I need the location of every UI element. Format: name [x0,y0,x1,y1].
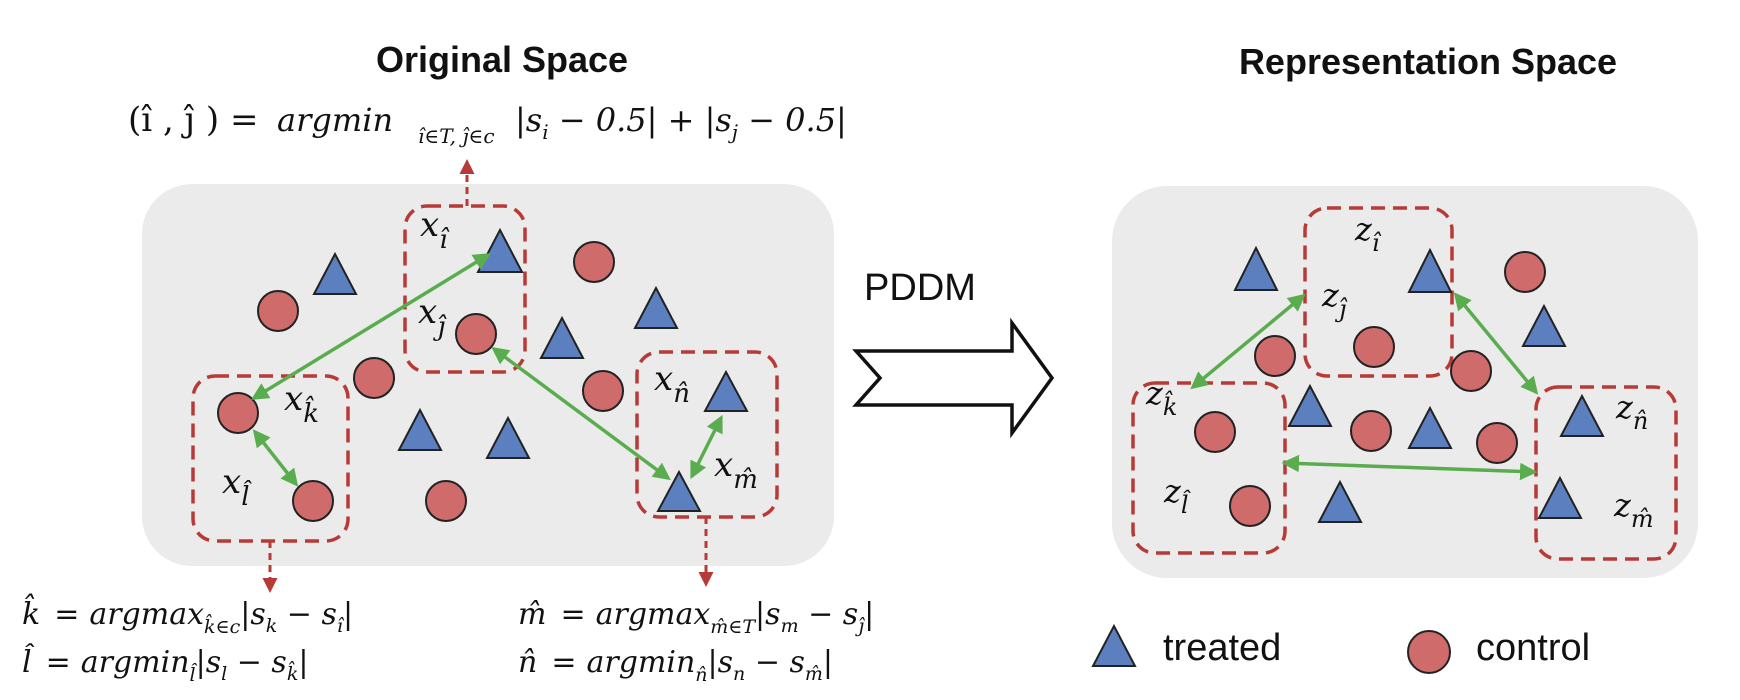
control-marker [1350,410,1392,452]
treated-marker [1233,245,1279,291]
control-marker [455,313,497,355]
treated-marker [703,369,749,412]
control-marker [1476,422,1518,464]
label-z-k: zk̂ [1145,374,1177,421]
control-marker [217,392,259,434]
control-marker [353,357,395,399]
label-z-n: zn̂ [1615,388,1648,435]
formula-top-sub: î∈T, ĵ∈c [418,124,495,148]
control-marker [1450,350,1492,392]
control-marker [1194,411,1236,453]
pair-arrow-rep-l-m [1281,454,1538,481]
formula-l: l̂ = argminl̂|sl − sk̂| [22,643,308,686]
label-x-k: xk̂ [284,379,319,429]
control-marker [425,480,467,522]
formula-top: (î , ĵ ) = argmin î∈T, ĵ∈c |si − 0.5| + … [128,100,847,148]
label-z-i: zî [1354,210,1382,257]
pddm-label: PDDM [864,267,976,309]
legend-treated-label: treated [1163,627,1281,669]
legend-treated-icon [1091,623,1137,667]
control-marker [1229,485,1271,527]
formula-top-lhs: (î , ĵ ) = [128,100,258,140]
legend: treated control [1091,623,1590,674]
formula-n: n̂ = argminn̂|sn − sm̂| [518,645,833,686]
treated-marker [397,407,443,451]
legend-control-icon [1407,630,1451,674]
label-z-j: zĵ [1321,276,1348,323]
control-marker [573,241,615,283]
control-marker [1254,335,1296,377]
control-marker [257,290,299,332]
label-z-l: zl̂ [1163,472,1192,519]
treated-marker [1559,393,1605,437]
pddm-arrow-icon [852,317,1055,439]
pair-arrow-k-l [252,429,299,487]
control-marker [582,370,624,412]
pair-arrow-j-m [491,346,671,481]
treated-marker [633,285,679,329]
pair-arrow-rep-j-n [1453,292,1539,395]
label-x-i: xî [420,205,450,255]
legend-control-label: control [1476,627,1590,669]
left-title: Original Space [376,39,628,80]
treated-marker [1537,475,1583,519]
label-z-m: zm̂ [1613,486,1654,533]
label-x-n: xn̂ [654,359,690,409]
formula-top-func: argmin [277,101,393,139]
treated-marker [1407,405,1453,449]
control-marker [292,480,334,522]
treated-marker [656,469,702,512]
treated-marker [1287,383,1333,427]
formula-k: k̂ = argmaxk̂∈c|sk − sî| [22,593,353,638]
formula-m: m̂ = argmaxm̂∈T|sm − sĵ| [518,597,874,638]
right-title: Representation Space [1239,41,1617,82]
control-marker [1353,326,1395,368]
formula-top-rhs: |si − 0.5| + |sj − 0.5| [515,101,847,144]
label-x-m: xm̂ [714,445,758,495]
pair-arrow-rep-i-k [1190,293,1306,390]
pair-arrow-i-k [251,253,491,400]
label-x-l: xl̂ [222,462,253,512]
pair-arrow-n-m [690,414,723,480]
control-marker [1504,251,1546,293]
treated-marker [1407,247,1453,293]
treated-marker [1317,479,1363,523]
